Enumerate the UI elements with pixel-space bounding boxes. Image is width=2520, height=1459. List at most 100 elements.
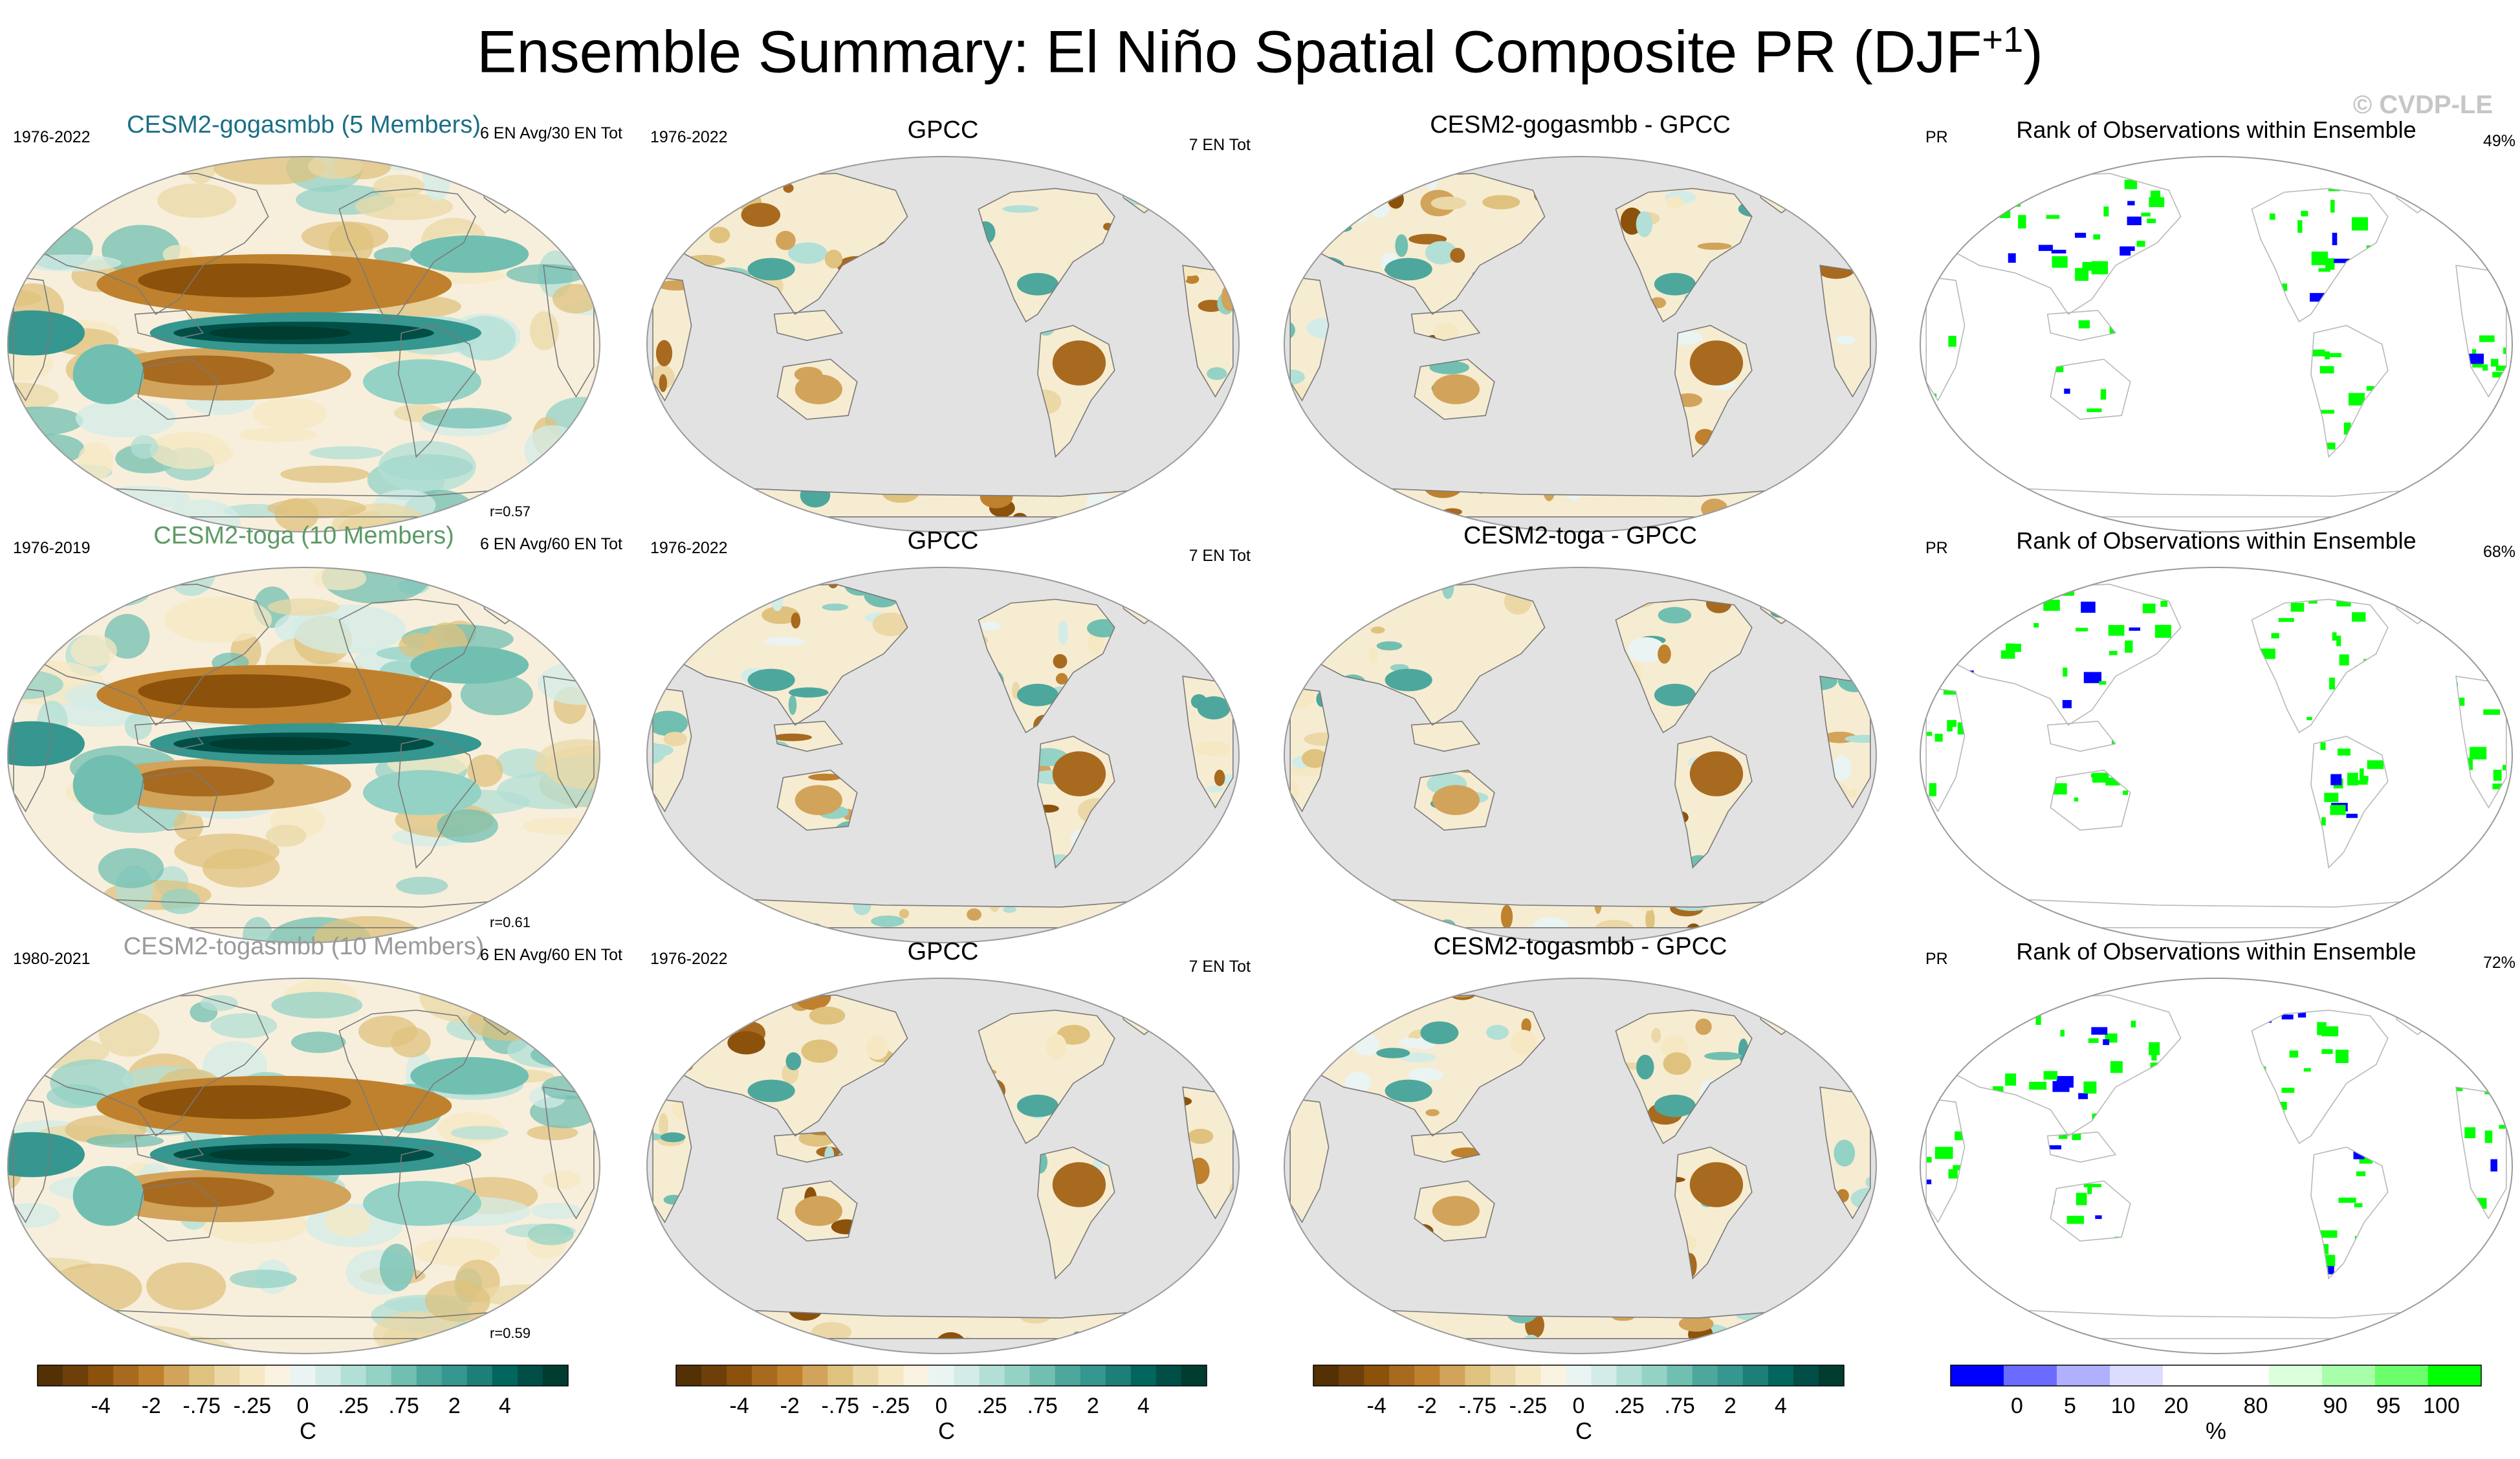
land-blob — [1376, 641, 1403, 651]
colorbar-swatch — [979, 1365, 1005, 1386]
land-blob — [1826, 582, 1850, 594]
rank-cell — [2493, 769, 2502, 781]
land-blob — [1208, 430, 1236, 443]
land-blob — [1855, 472, 1874, 496]
land-blob — [1346, 1310, 1363, 1327]
rank-cell — [2150, 190, 2161, 201]
colorbar-swatch — [1490, 1365, 1516, 1386]
field-blob — [301, 221, 389, 252]
rank-map-3 — [1920, 978, 2512, 1354]
colorbar-unit: C — [938, 1418, 955, 1444]
rank-cell — [2505, 846, 2510, 857]
model-corr-2: r=0.61 — [490, 914, 531, 930]
rank-cell — [2356, 1171, 2366, 1176]
land-blob — [1430, 196, 1467, 210]
land-blob — [1074, 993, 1095, 994]
west-green — [8, 310, 85, 356]
land-blob — [1844, 919, 1874, 928]
land-blob — [1735, 171, 1776, 178]
colorbar-swatch — [1389, 1365, 1415, 1386]
coastline-australia — [1414, 358, 1495, 420]
rank-cell — [2476, 157, 2489, 160]
rank-cell — [1966, 455, 1976, 457]
diff-map-3 — [1284, 978, 1876, 1363]
obs-years-3: 1976-2022 — [650, 950, 728, 968]
coastline-indonesia — [134, 309, 204, 342]
land-blob — [1387, 190, 1404, 209]
rank-cell — [2434, 1032, 2451, 1040]
colorbar-swatch — [1105, 1365, 1132, 1386]
land-blob — [1297, 608, 1307, 635]
obs-map-outline-3 — [646, 978, 1240, 1354]
model-events-1: 6 EN Avg/30 EN Tot — [479, 124, 622, 142]
land-blob — [653, 805, 657, 817]
land-blob — [1433, 323, 1460, 342]
field-blob — [479, 569, 581, 611]
field-blob — [422, 408, 512, 429]
coastline-australia — [776, 769, 858, 831]
field-blob — [496, 748, 549, 778]
australia-dry — [794, 785, 842, 815]
land-blob — [981, 621, 1002, 631]
rank-cell — [2049, 1145, 2062, 1150]
rank-cell — [2052, 1081, 2070, 1092]
land-blob — [738, 171, 762, 179]
brown-band-north-core — [138, 674, 351, 708]
colorbar-tick-label: 0 — [936, 1394, 948, 1418]
rank-cell — [2289, 1050, 2299, 1058]
land-blob — [1852, 1344, 1876, 1363]
rank-cell — [2301, 210, 2308, 217]
rank-cell — [2482, 364, 2488, 371]
se-asia-wet — [747, 668, 795, 692]
colorbar-swatch — [853, 1365, 879, 1386]
field-blob — [424, 1280, 490, 1322]
obs-years-1: 1976-2022 — [650, 128, 728, 146]
rank-cell — [2337, 748, 2350, 756]
rank-cell — [2455, 1021, 2466, 1026]
land-blob — [1645, 908, 1655, 928]
land-blob — [663, 731, 687, 747]
diff-map-outline-2 — [1284, 567, 1877, 943]
colorbar-swatch — [928, 1365, 955, 1386]
coastline-australia — [2050, 1180, 2131, 1242]
land-blob — [1651, 1027, 1661, 1043]
obs-title-1: GPCC — [907, 116, 979, 144]
land-blob — [1370, 626, 1385, 634]
rank-cell — [1926, 732, 1933, 736]
eq-tongue-max — [209, 326, 351, 340]
rank-background — [1920, 567, 2512, 943]
land-blob — [808, 773, 842, 781]
colorbar-swatch — [1667, 1365, 1693, 1386]
land-blob — [1199, 1260, 1215, 1282]
land-blob — [1817, 453, 1833, 474]
rank-background — [1920, 978, 2512, 1354]
land-blob — [1171, 153, 1179, 169]
colorbar-swatch — [2375, 1365, 2429, 1386]
land-blob — [1860, 866, 1870, 878]
rank-cell — [2499, 1231, 2510, 1239]
brown-band-south-core — [132, 355, 274, 386]
rank-cell — [2489, 466, 2500, 473]
brown-band-north-core — [138, 1085, 351, 1119]
land-blob — [1303, 835, 1311, 844]
rank-var-3: PR — [1925, 950, 1948, 968]
rank-cell — [2499, 1124, 2506, 1129]
rank-cell — [2319, 366, 2334, 374]
rank-cell — [2051, 250, 2066, 254]
rank-cell — [1948, 1169, 1958, 1179]
rank-cell — [1995, 899, 1999, 912]
field-blob — [267, 598, 340, 616]
colorbar-tick-label: -2 — [780, 1394, 800, 1418]
rank-cell — [2024, 1337, 2035, 1348]
rank-cell — [2483, 709, 2501, 715]
land-blob — [1852, 1054, 1874, 1066]
land-blob — [1319, 899, 1357, 910]
field-blob — [19, 254, 122, 272]
colorbar-swatch — [727, 1365, 752, 1386]
land-blob — [1200, 1059, 1226, 1072]
rank-cell — [2476, 903, 2484, 914]
rank-cell — [2486, 514, 2500, 524]
rank-cell — [1947, 504, 1959, 513]
rank-cell — [2424, 1020, 2430, 1028]
land-blob — [1185, 274, 1200, 284]
